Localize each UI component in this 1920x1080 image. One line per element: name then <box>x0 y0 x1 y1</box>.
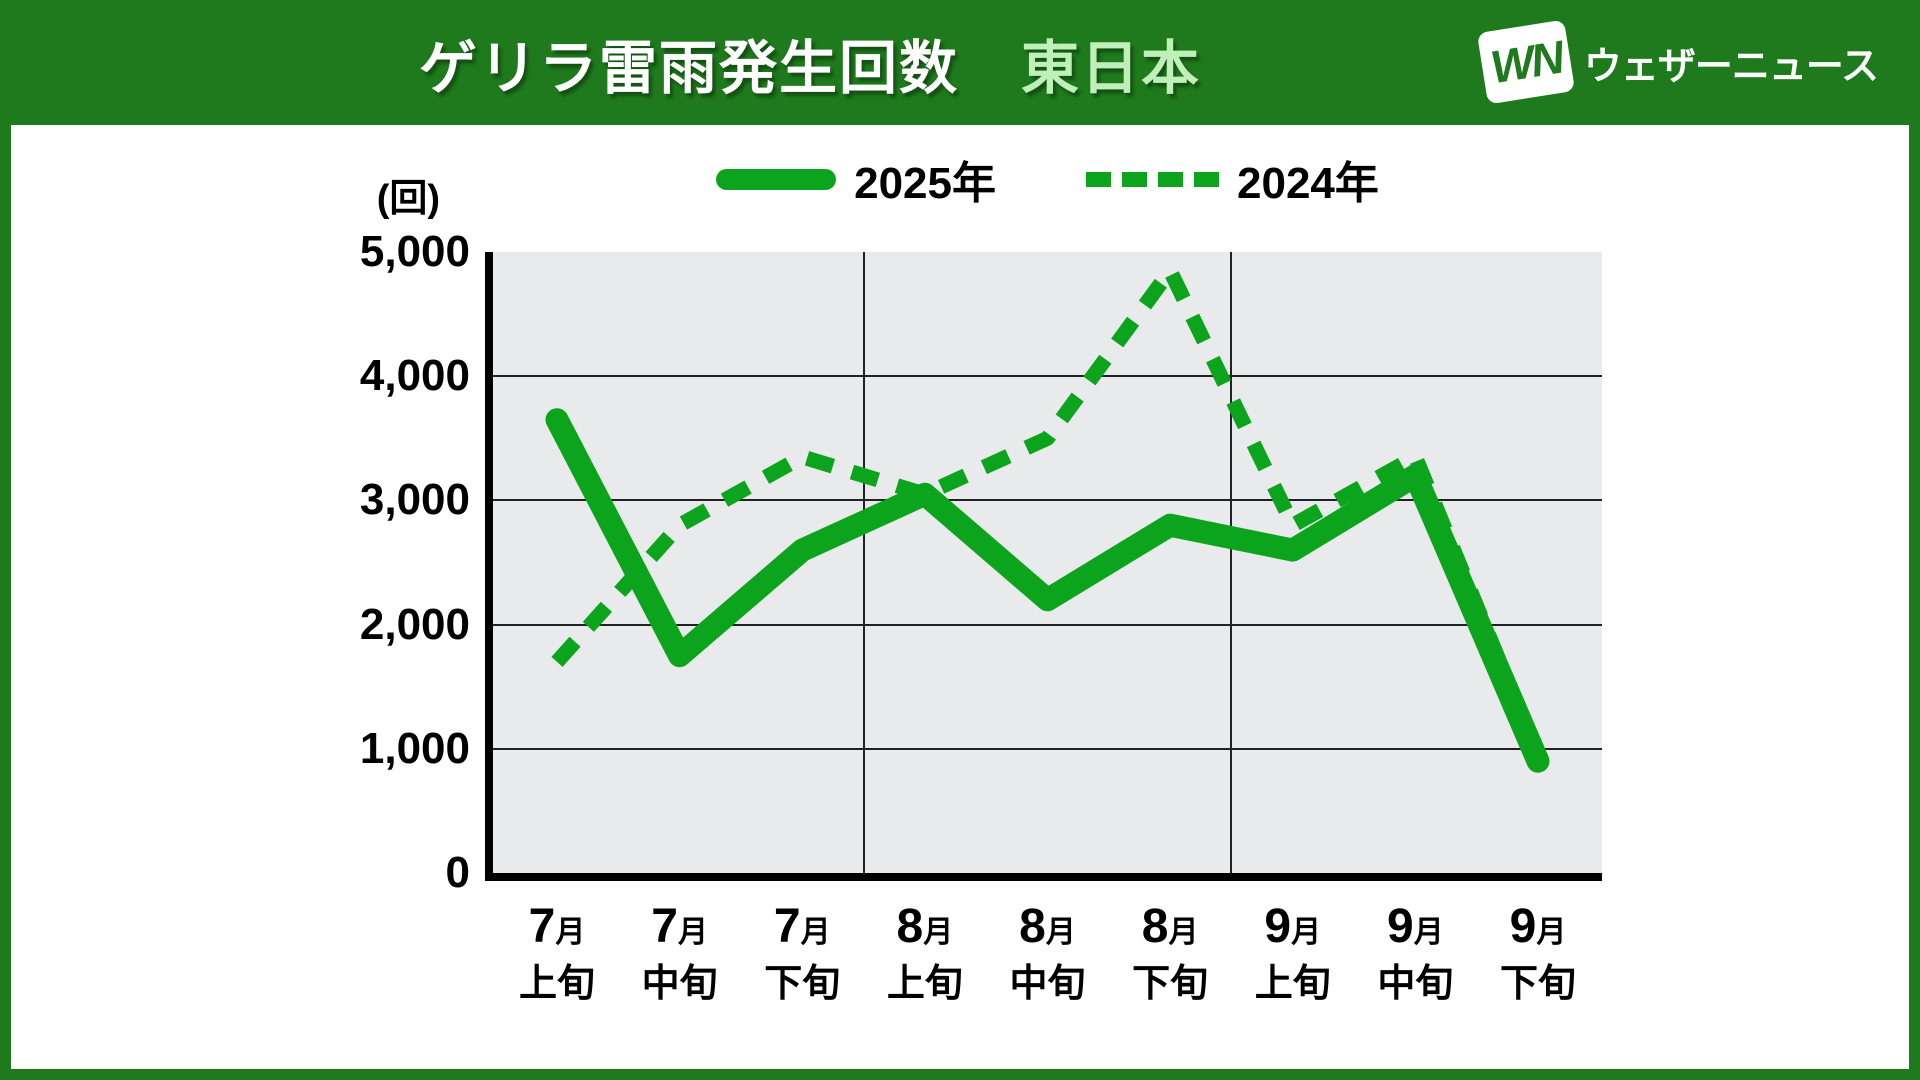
x-axis: 7月 上旬 7月 中旬 7月 下旬 8月 上旬 8月 中旬 8月 下旬 9月 上旬 9月 中旬 9月 下旬 <box>493 902 1602 1032</box>
series-layer <box>545 263 1550 773</box>
h-gridline <box>493 747 1602 750</box>
h-gridline <box>493 499 1602 502</box>
title-region: 東日本 <box>1021 35 1202 101</box>
series-line-2025 <box>545 408 1550 773</box>
wn-logo-mark-icon: WN <box>1476 19 1575 105</box>
dashed-line-swatch-icon <box>1086 171 1219 187</box>
x-tick-label: 9月 下旬 <box>1499 900 1576 1006</box>
v-gridline <box>1230 252 1233 873</box>
plot-area <box>485 252 1602 881</box>
title-main: ゲリラ雷雨発生回数 <box>418 35 959 101</box>
legend-label-2024: 2024年 <box>1237 159 1379 208</box>
y-tick-label: 3,000 <box>359 475 470 525</box>
y-tick-label: 2,000 <box>359 599 470 649</box>
legend: 2025年 2024年 <box>493 148 1602 210</box>
h-gridline <box>493 375 1602 378</box>
x-tick-label: 9月 上旬 <box>1254 900 1331 1006</box>
y-tick-label: 5,000 <box>359 227 470 276</box>
weathernews-logo: WN ウェザーニュース <box>1476 16 1879 108</box>
x-tick-label: 8月 中旬 <box>1009 900 1086 1006</box>
x-tick-label: 7月 上旬 <box>518 900 595 1006</box>
legend-label-2025: 2025年 <box>854 159 996 208</box>
x-tick-label: 8月 下旬 <box>1132 900 1209 1006</box>
solid-line-swatch-icon <box>716 168 837 190</box>
legend-item-2025: 2025年 <box>716 147 996 211</box>
y-tick-label: 4,000 <box>359 351 470 401</box>
x-tick-label: 7月 中旬 <box>641 900 718 1006</box>
x-tick-label: 7月 下旬 <box>764 900 841 1006</box>
legend-item-2024: 2024年 <box>1086 147 1379 211</box>
h-gridline <box>493 623 1602 626</box>
y-tick-label: 1,000 <box>359 723 470 773</box>
x-tick-label: 9月 中旬 <box>1377 900 1454 1006</box>
logo-name: ウェザーニュース <box>1583 45 1879 88</box>
v-gridline <box>862 252 865 873</box>
x-tick-label: 8月 上旬 <box>886 900 963 1006</box>
y-tick-label: 0 <box>445 848 470 897</box>
page-title: ゲリラ雷雨発生回数 東日本 <box>60 0 1560 125</box>
header: ゲリラ雷雨発生回数 東日本 WN ウェザーニュース <box>0 0 1920 125</box>
y-axis-unit-label: (回) <box>376 178 440 220</box>
series-line-2024 <box>551 263 1545 758</box>
